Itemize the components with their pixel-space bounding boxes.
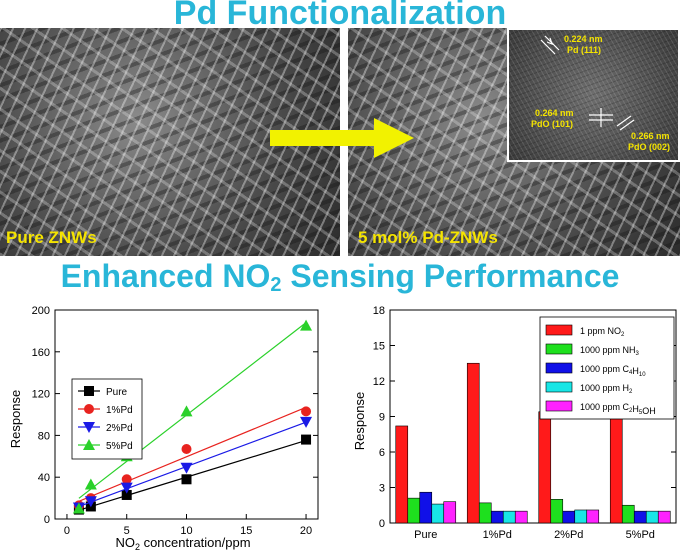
data-point-2%Pd [120,482,133,494]
right-arrow-icon [270,118,414,158]
data-point-5%Pd [72,502,85,514]
legend-box [71,378,143,460]
y-tick-label: 3 [379,483,385,495]
x-tick-label: 20 [300,525,312,537]
tem-label-2: Pd (111) [567,45,602,55]
data-point-5%Pd [180,405,193,417]
bar-chart: 0 3 6 9 12 15 18 Pure 1%Pd 2%Pd 5%Pd 1 ppm NO2 1000… [352,305,677,541]
page-title: Pd Functionalization [173,0,507,32]
series-line-1%Pd [78,406,307,502]
series-line-Pure [78,439,307,511]
x-tick-label: 5%Pd [626,529,655,541]
legend-marker [83,422,95,433]
x-tick-label: 5 [124,525,130,537]
legend-label: Pure [106,387,128,398]
data-point-2%Pd [84,496,97,508]
data-point-1%Pd [121,474,132,485]
data-point-5%Pd [84,478,97,490]
bar-1%Pd-3 [502,510,516,524]
bar-2%Pd-4 [586,509,600,524]
bar-Pure-3 [431,503,445,524]
data-point-5%Pd [300,319,313,331]
y-tick-label: 18 [373,305,385,317]
y-tick-label: 160 [32,347,50,359]
pd-caption: 5 mol% Pd-ZNWs [358,228,498,247]
lattice-markers [540,35,635,131]
tem-label-1: 0.224 nm [564,34,603,44]
legend-label: 1000 ppm C4H10 [580,364,646,378]
bar-2%Pd-2 [562,510,576,524]
bar-5%Pd-1 [621,504,635,524]
y-tick-label: 120 [32,389,50,401]
data-point-Pure [181,474,192,485]
legend-marker [83,439,95,450]
bar-1%Pd-2 [490,510,504,524]
tem-label-4: PdO (101) [531,119,574,129]
y-tick-label: 6 [379,447,385,459]
x-tick-label: Pure [414,529,437,541]
bar-1%Pd-4 [514,510,528,524]
bar-5%Pd-0 [609,411,623,524]
legend-swatch [545,400,573,412]
y-tick-label: 9 [379,412,385,424]
legend-swatch [545,324,573,336]
x-tick-label: 1%Pd [483,529,512,541]
data-point-2%Pd [180,462,193,474]
pure-caption: Pure ZNWs [6,228,97,247]
data-point-Pure [301,434,312,445]
bar-5%Pd-4 [657,510,671,524]
section-title: Enhanced NO2 Sensing Performance [60,258,620,296]
data-point-2%Pd [300,416,313,428]
bar-2%Pd-0 [538,411,552,524]
y-tick-label: 0 [44,514,50,526]
legend-label: 1 ppm NO2 [580,326,625,338]
tem-label-6: PdO (002) [628,142,671,152]
series-line-5%Pd [78,322,307,499]
y-axis-label: Response [8,390,23,449]
bar-5%Pd-3 [645,510,659,524]
x-tick-label: 2%Pd [554,529,583,541]
data-point-1%Pd [301,406,312,417]
x-tick-label: 0 [64,525,70,537]
series-line-2%Pd [78,421,307,508]
legend-swatch [545,381,573,393]
y-tick-label: 15 [373,341,385,353]
legend-label: 5%Pd [106,441,133,452]
tem-inset-image: 0.224 nm Pd (111) 0.264 nm PdO (101) 0.2… [507,28,680,162]
y-tick-label: 80 [38,430,50,442]
bar-Pure-2 [419,491,433,524]
legend-marker [84,404,94,414]
tem-label-5: 0.266 nm [631,131,670,141]
legend-swatch [545,362,573,374]
y-tick-label: 200 [32,305,50,317]
legend-marker [84,386,94,396]
bar-2%Pd-3 [574,509,588,524]
legend-label: 1000 ppm NH3 [580,345,640,357]
legend-swatch [545,343,573,355]
data-point-1%Pd [181,443,192,454]
bar-Pure-4 [443,501,457,524]
y-axis-label: Response [352,392,367,451]
legend-label: 2%Pd [106,423,133,434]
bar-Pure-0 [395,425,409,524]
x-tick-label: 10 [180,525,192,537]
tem-label-3: 0.264 nm [535,108,574,118]
legend-label: 1%Pd [106,405,133,416]
x-axis-label: NO2 concentration/ppm [115,535,250,552]
legend-label: 1000 ppm C2H5OH [580,402,656,416]
bar-1%Pd-1 [478,502,492,524]
bar-2%Pd-1 [550,499,564,524]
data-point-Pure [121,489,132,500]
y-tick-label: 0 [379,518,385,530]
bar-5%Pd-2 [633,510,647,524]
bar-1%Pd-0 [466,362,480,524]
y-tick-label: 40 [38,472,50,484]
y-tick-label: 12 [373,376,385,388]
legend-label: 1000 ppm H2 [580,383,633,395]
bar-Pure-1 [407,497,421,524]
x-tick-label: 15 [240,525,252,537]
